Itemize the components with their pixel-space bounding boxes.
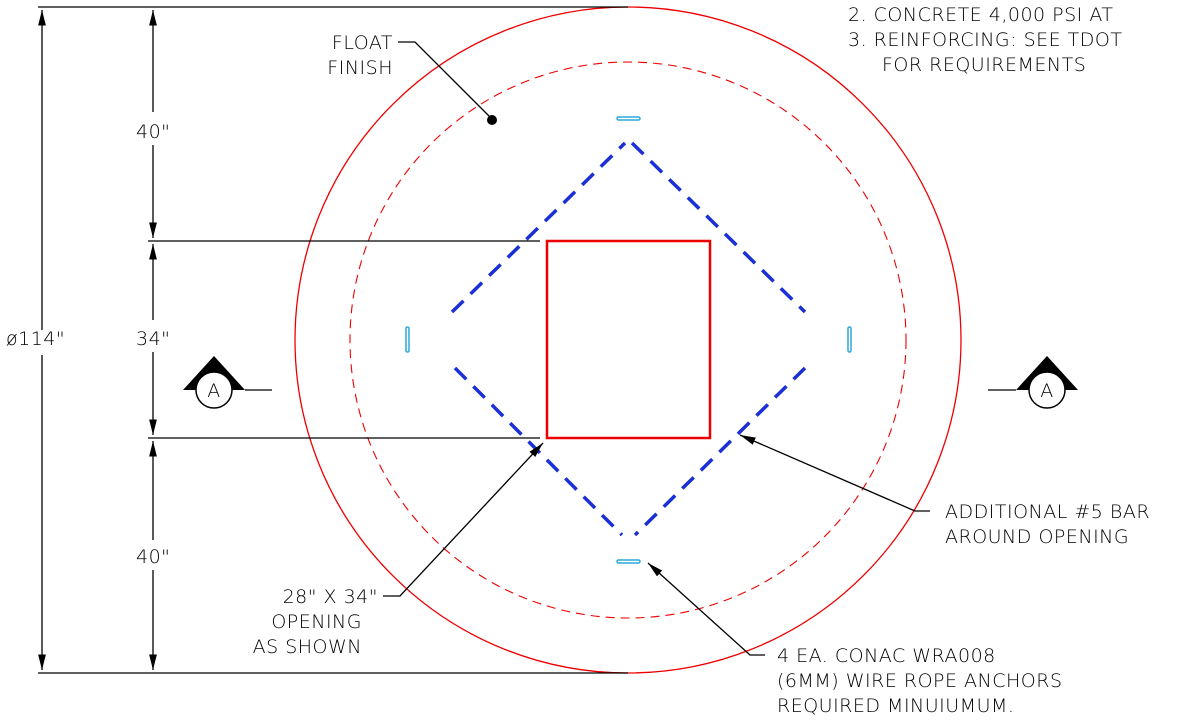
label: REQUIRED MINUIUMUM. xyxy=(777,695,1014,717)
section-label: A xyxy=(207,380,221,402)
section-marker-right xyxy=(988,356,1078,409)
label: 28" X 34" xyxy=(283,586,378,608)
opening xyxy=(545,239,712,440)
dimension: 40" xyxy=(136,546,170,568)
anchors xyxy=(405,116,852,564)
dimension: ø114" xyxy=(6,328,65,350)
float-dot xyxy=(487,115,497,125)
dimension: 40" xyxy=(136,121,170,143)
section-label: A xyxy=(1040,380,1054,402)
label: ADDITIONAL #5 BAR xyxy=(945,501,1150,523)
label: (6MM) WIRE ROPE ANCHORS xyxy=(777,670,1063,692)
dimension: 34" xyxy=(136,328,170,350)
section-marker-left xyxy=(183,356,272,409)
note: 3. REINFORCING: SEE TDOT xyxy=(848,29,1122,51)
dimension-lines xyxy=(38,6,628,674)
label: OPENING xyxy=(271,611,362,633)
label: AS SHOWN xyxy=(253,636,362,658)
label: FINISH xyxy=(327,57,393,79)
note: FOR REQUIREMENTS xyxy=(882,54,1086,76)
outer-circle xyxy=(294,6,962,674)
dashed-circle xyxy=(349,61,907,619)
rebar-diamond xyxy=(450,141,807,537)
leaders xyxy=(383,41,930,656)
label: FLOAT xyxy=(332,32,393,54)
note: 2. CONCRETE 4,000 PSI AT xyxy=(848,4,1113,26)
label: 4 EA. CONAC WRA008 xyxy=(777,645,996,667)
label: AROUND OPENING xyxy=(945,526,1129,548)
